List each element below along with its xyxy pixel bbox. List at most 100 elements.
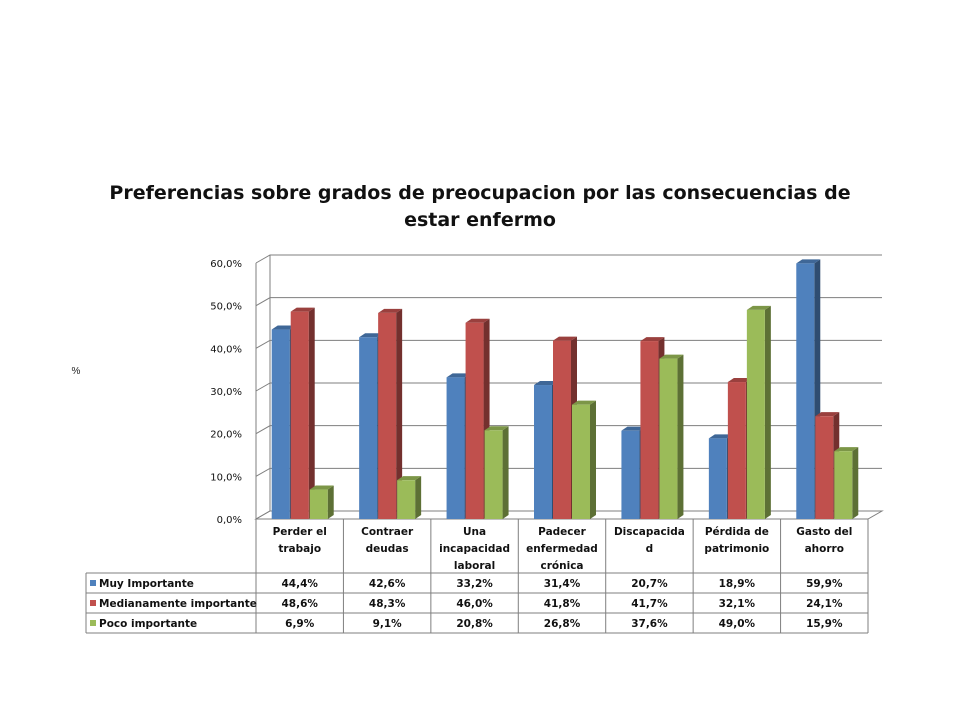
bar-front <box>553 340 571 519</box>
bar-top <box>727 378 752 383</box>
data-label: 18,9% <box>719 578 756 590</box>
data-label: 49,0% <box>719 618 756 630</box>
bar-top <box>484 426 509 431</box>
gridline <box>255 297 882 307</box>
bar-side <box>396 308 403 519</box>
bar-top <box>621 426 646 431</box>
bar-front <box>834 451 853 519</box>
bar-front <box>572 404 590 519</box>
legend-swatch <box>90 600 96 606</box>
data-label: 20,7% <box>631 578 668 590</box>
x-tick-label: Gasto del ahorro <box>796 526 852 555</box>
bar-front <box>397 480 416 519</box>
bar-top <box>796 259 821 264</box>
y-tick-label: 50,0% <box>210 302 242 313</box>
legend-swatch <box>90 580 96 586</box>
bar-front <box>727 382 746 519</box>
y-tick-label: 40,0% <box>210 344 242 355</box>
x-tick-label: Padecer enfermedad crónica <box>526 526 598 572</box>
bar-front <box>359 337 378 519</box>
bar-side <box>852 447 859 519</box>
bar-side <box>415 476 422 519</box>
y-tick-label: 30,0% <box>210 387 242 398</box>
data-label: 31,4% <box>544 578 581 590</box>
bar-front <box>271 329 290 519</box>
data-label: 44,4% <box>281 578 318 590</box>
bar-top <box>446 373 471 378</box>
bar-top <box>815 412 840 417</box>
data-label: 15,9% <box>806 618 843 630</box>
bar-front <box>796 263 815 519</box>
bar-front <box>815 416 834 519</box>
bar-side <box>590 400 596 519</box>
legend-label: Medianamente importante <box>99 598 257 610</box>
bar-top <box>309 485 334 490</box>
x-tick-label: Perder el trabajo <box>273 526 327 555</box>
x-tick-label: Discapacida d <box>614 526 685 555</box>
bar <box>378 308 403 519</box>
data-label: 26,8% <box>544 618 581 630</box>
bar-front <box>659 358 678 519</box>
bar-top <box>746 305 771 310</box>
bar-front <box>465 322 484 519</box>
bar-front <box>378 312 397 519</box>
bar-front <box>446 377 465 519</box>
x-tick-label: Pérdida de patrimonio <box>704 526 769 555</box>
bar-top <box>572 400 596 405</box>
bar-side <box>764 305 771 519</box>
data-label: 9,1% <box>373 618 403 630</box>
bar-top <box>359 333 384 338</box>
bar-top <box>553 336 577 341</box>
bar-top <box>534 381 558 386</box>
bar <box>572 400 596 519</box>
bar-side <box>502 426 509 519</box>
bar-front <box>534 385 552 519</box>
bar-side <box>308 307 315 519</box>
bar-side <box>677 354 684 519</box>
bar-top <box>708 434 733 439</box>
data-label: 37,6% <box>631 618 668 630</box>
y-tick-label: 10,0% <box>210 472 242 483</box>
legend-label: Muy Importante <box>99 578 194 590</box>
chart-title: Preferencias sobre grados de preocupacio… <box>100 180 860 234</box>
bar <box>659 354 684 519</box>
x-tick-label: Contraer deudas <box>361 526 414 555</box>
data-label: 33,2% <box>456 578 493 590</box>
data-label: 24,1% <box>806 598 843 610</box>
chart-title-line-1: Preferencias sobre grados de preocupacio… <box>109 182 851 204</box>
bar-top <box>465 318 490 323</box>
bar-side <box>327 485 334 519</box>
bar <box>290 307 315 519</box>
data-label: 59,9% <box>806 578 843 590</box>
bar-top <box>290 307 315 312</box>
bar-top <box>659 354 684 359</box>
y-axis-label: % <box>71 366 81 377</box>
chart-title-line-2: estar enfermo <box>404 209 556 231</box>
bar-front <box>640 341 659 519</box>
x-tick-label: Una incapacidad laboral <box>439 526 510 572</box>
data-label: 32,1% <box>719 598 756 610</box>
bar <box>309 485 334 519</box>
data-label: 48,6% <box>281 598 318 610</box>
bar-top <box>397 476 422 481</box>
data-label: 41,8% <box>544 598 581 610</box>
bar-top <box>834 447 859 452</box>
data-label: 6,9% <box>285 618 315 630</box>
data-label: 42,6% <box>369 578 406 590</box>
bar-front <box>708 438 727 519</box>
bar <box>397 476 422 519</box>
bar-top <box>378 308 403 313</box>
bar-top <box>640 337 665 342</box>
bar-front <box>290 311 309 519</box>
bar-front <box>309 489 328 519</box>
legend-label: Poco importante <box>99 618 197 630</box>
data-label: 48,3% <box>369 598 406 610</box>
bar <box>834 447 859 519</box>
bar-top <box>271 325 296 330</box>
y-tick-label: 20,0% <box>210 430 242 441</box>
y-tick-label: 0,0% <box>217 515 242 526</box>
bar-front <box>484 430 503 519</box>
bar-front <box>746 309 765 519</box>
gridline <box>255 254 882 264</box>
